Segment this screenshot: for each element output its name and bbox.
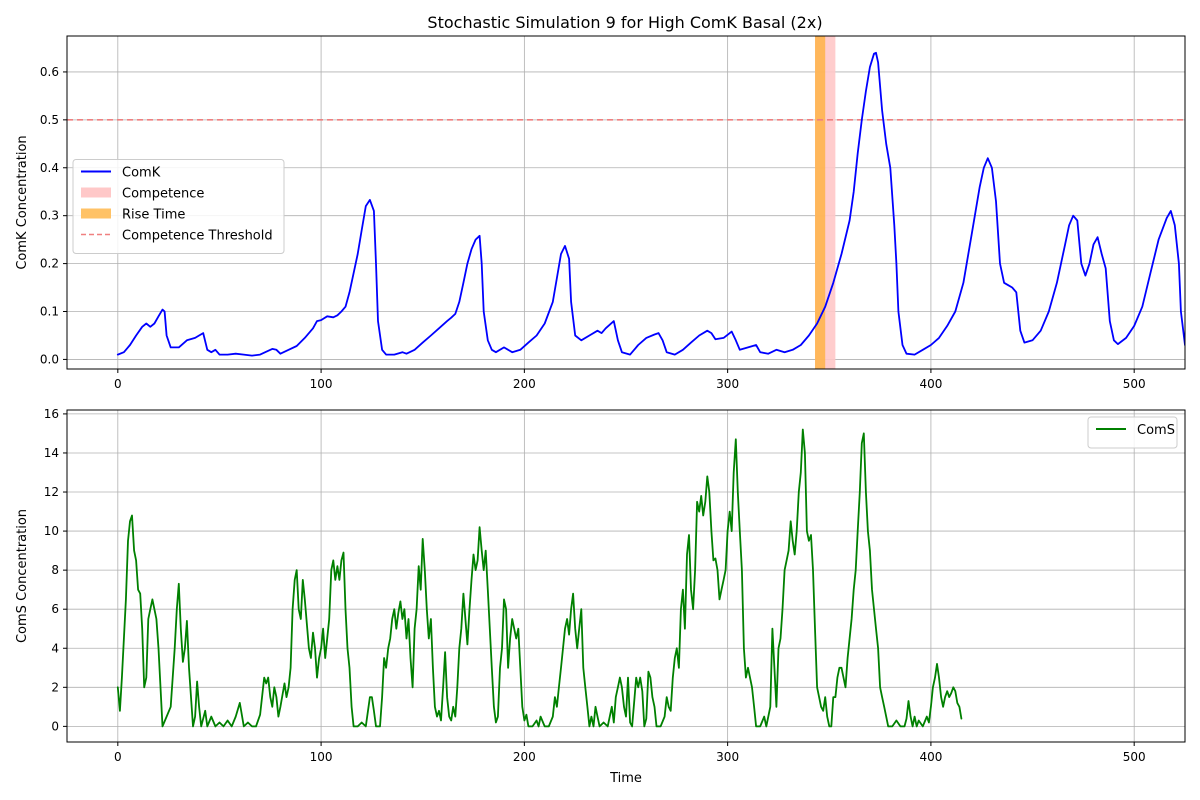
comk-legend: ComK Competence Rise Time Competence Thresh… bbox=[72, 159, 285, 254]
comk-legend-label: Competence bbox=[122, 187, 204, 202]
coms-x-tick-label: 300 bbox=[716, 750, 739, 764]
comk-legend-label: Rise Time bbox=[122, 208, 185, 223]
comk-series-line bbox=[116, 51, 1185, 357]
comk-y-tick-label: 0.4 bbox=[40, 161, 59, 175]
comk-y-tick-label: 0.1 bbox=[40, 305, 59, 319]
coms-y-tick-label: 6 bbox=[51, 602, 59, 616]
coms-x-tick-label: 200 bbox=[513, 750, 536, 764]
comk-legend-label: Competence Threshold bbox=[122, 229, 273, 244]
coms-y-tick-label: 0 bbox=[51, 719, 59, 733]
coms-x-tick-label: 400 bbox=[919, 750, 942, 764]
coms-grid bbox=[67, 410, 1185, 742]
coms-legend: ComS bbox=[1087, 416, 1178, 449]
comk-series bbox=[116, 51, 1185, 357]
coms-x-tick-label: 0 bbox=[114, 750, 122, 764]
coms-legend-box bbox=[1087, 416, 1178, 449]
comk-x-tick-label: 500 bbox=[1123, 377, 1146, 391]
comk-legend-box bbox=[72, 159, 285, 254]
comk-legend-label: ComK bbox=[122, 166, 161, 181]
coms-panel: 0 100 200 300 400 500 0 2 4 6 8 10 12 14 16 ComS Conce… bbox=[15, 407, 1186, 786]
chart-title: Stochastic Simulation 9 for High ComK Ba… bbox=[427, 13, 822, 32]
coms-y-axis-label: ComS Concentration bbox=[15, 509, 30, 643]
coms-y-tick-label: 16 bbox=[44, 407, 59, 421]
comk-y-tick-label: 0.0 bbox=[40, 352, 59, 366]
coms-legend-label: ComS bbox=[1137, 423, 1175, 438]
comk-y-axis-label: ComK Concentration bbox=[15, 135, 30, 269]
coms-axes-frame bbox=[66, 409, 1186, 743]
coms-y-tick-label: 4 bbox=[51, 641, 59, 655]
comk-y-tick-label: 0.6 bbox=[40, 65, 59, 79]
comk-ticks: 0 100 200 300 400 500 0.0 0.1 0.2 0.3 0.4 0.5 0.6 bbox=[40, 65, 1146, 391]
comk-x-tick-label: 200 bbox=[513, 377, 536, 391]
comk-y-tick-label: 0.2 bbox=[40, 257, 59, 271]
comk-panel: 0 100 200 300 400 500 0.0 0.1 0.2 0.3 0.4 0.5 0.6 Co… bbox=[15, 35, 1186, 391]
comk-x-tick-label: 100 bbox=[310, 377, 333, 391]
comk-y-tick-label: 0.5 bbox=[40, 113, 59, 127]
comk-legend-patch-swatch bbox=[81, 208, 111, 219]
coms-x-tick-label: 500 bbox=[1123, 750, 1146, 764]
comk-axes-frame bbox=[66, 35, 1186, 370]
coms-x-tick-label: 100 bbox=[310, 750, 333, 764]
coms-y-tick-label: 2 bbox=[51, 680, 59, 694]
coms-series bbox=[116, 428, 963, 728]
comk-span-rise-time bbox=[815, 36, 826, 369]
coms-ticks: 0 100 200 300 400 500 0 2 4 6 8 10 12 14 16 bbox=[44, 407, 1146, 764]
coms-y-tick-label: 14 bbox=[44, 446, 59, 460]
coms-y-tick-label: 8 bbox=[51, 563, 59, 577]
coms-y-tick-label: 12 bbox=[44, 485, 59, 499]
comk-legend-patch-swatch bbox=[81, 187, 111, 198]
comk-competence-spans bbox=[815, 36, 836, 369]
coms-y-tick-label: 10 bbox=[44, 524, 59, 538]
comk-x-tick-label: 400 bbox=[919, 377, 942, 391]
coms-series-line bbox=[116, 428, 963, 728]
time-x-axis-label: Time bbox=[609, 771, 642, 786]
comk-x-tick-label: 0 bbox=[114, 377, 122, 391]
comk-x-tick-label: 300 bbox=[716, 377, 739, 391]
comk-y-tick-label: 0.3 bbox=[40, 209, 59, 223]
